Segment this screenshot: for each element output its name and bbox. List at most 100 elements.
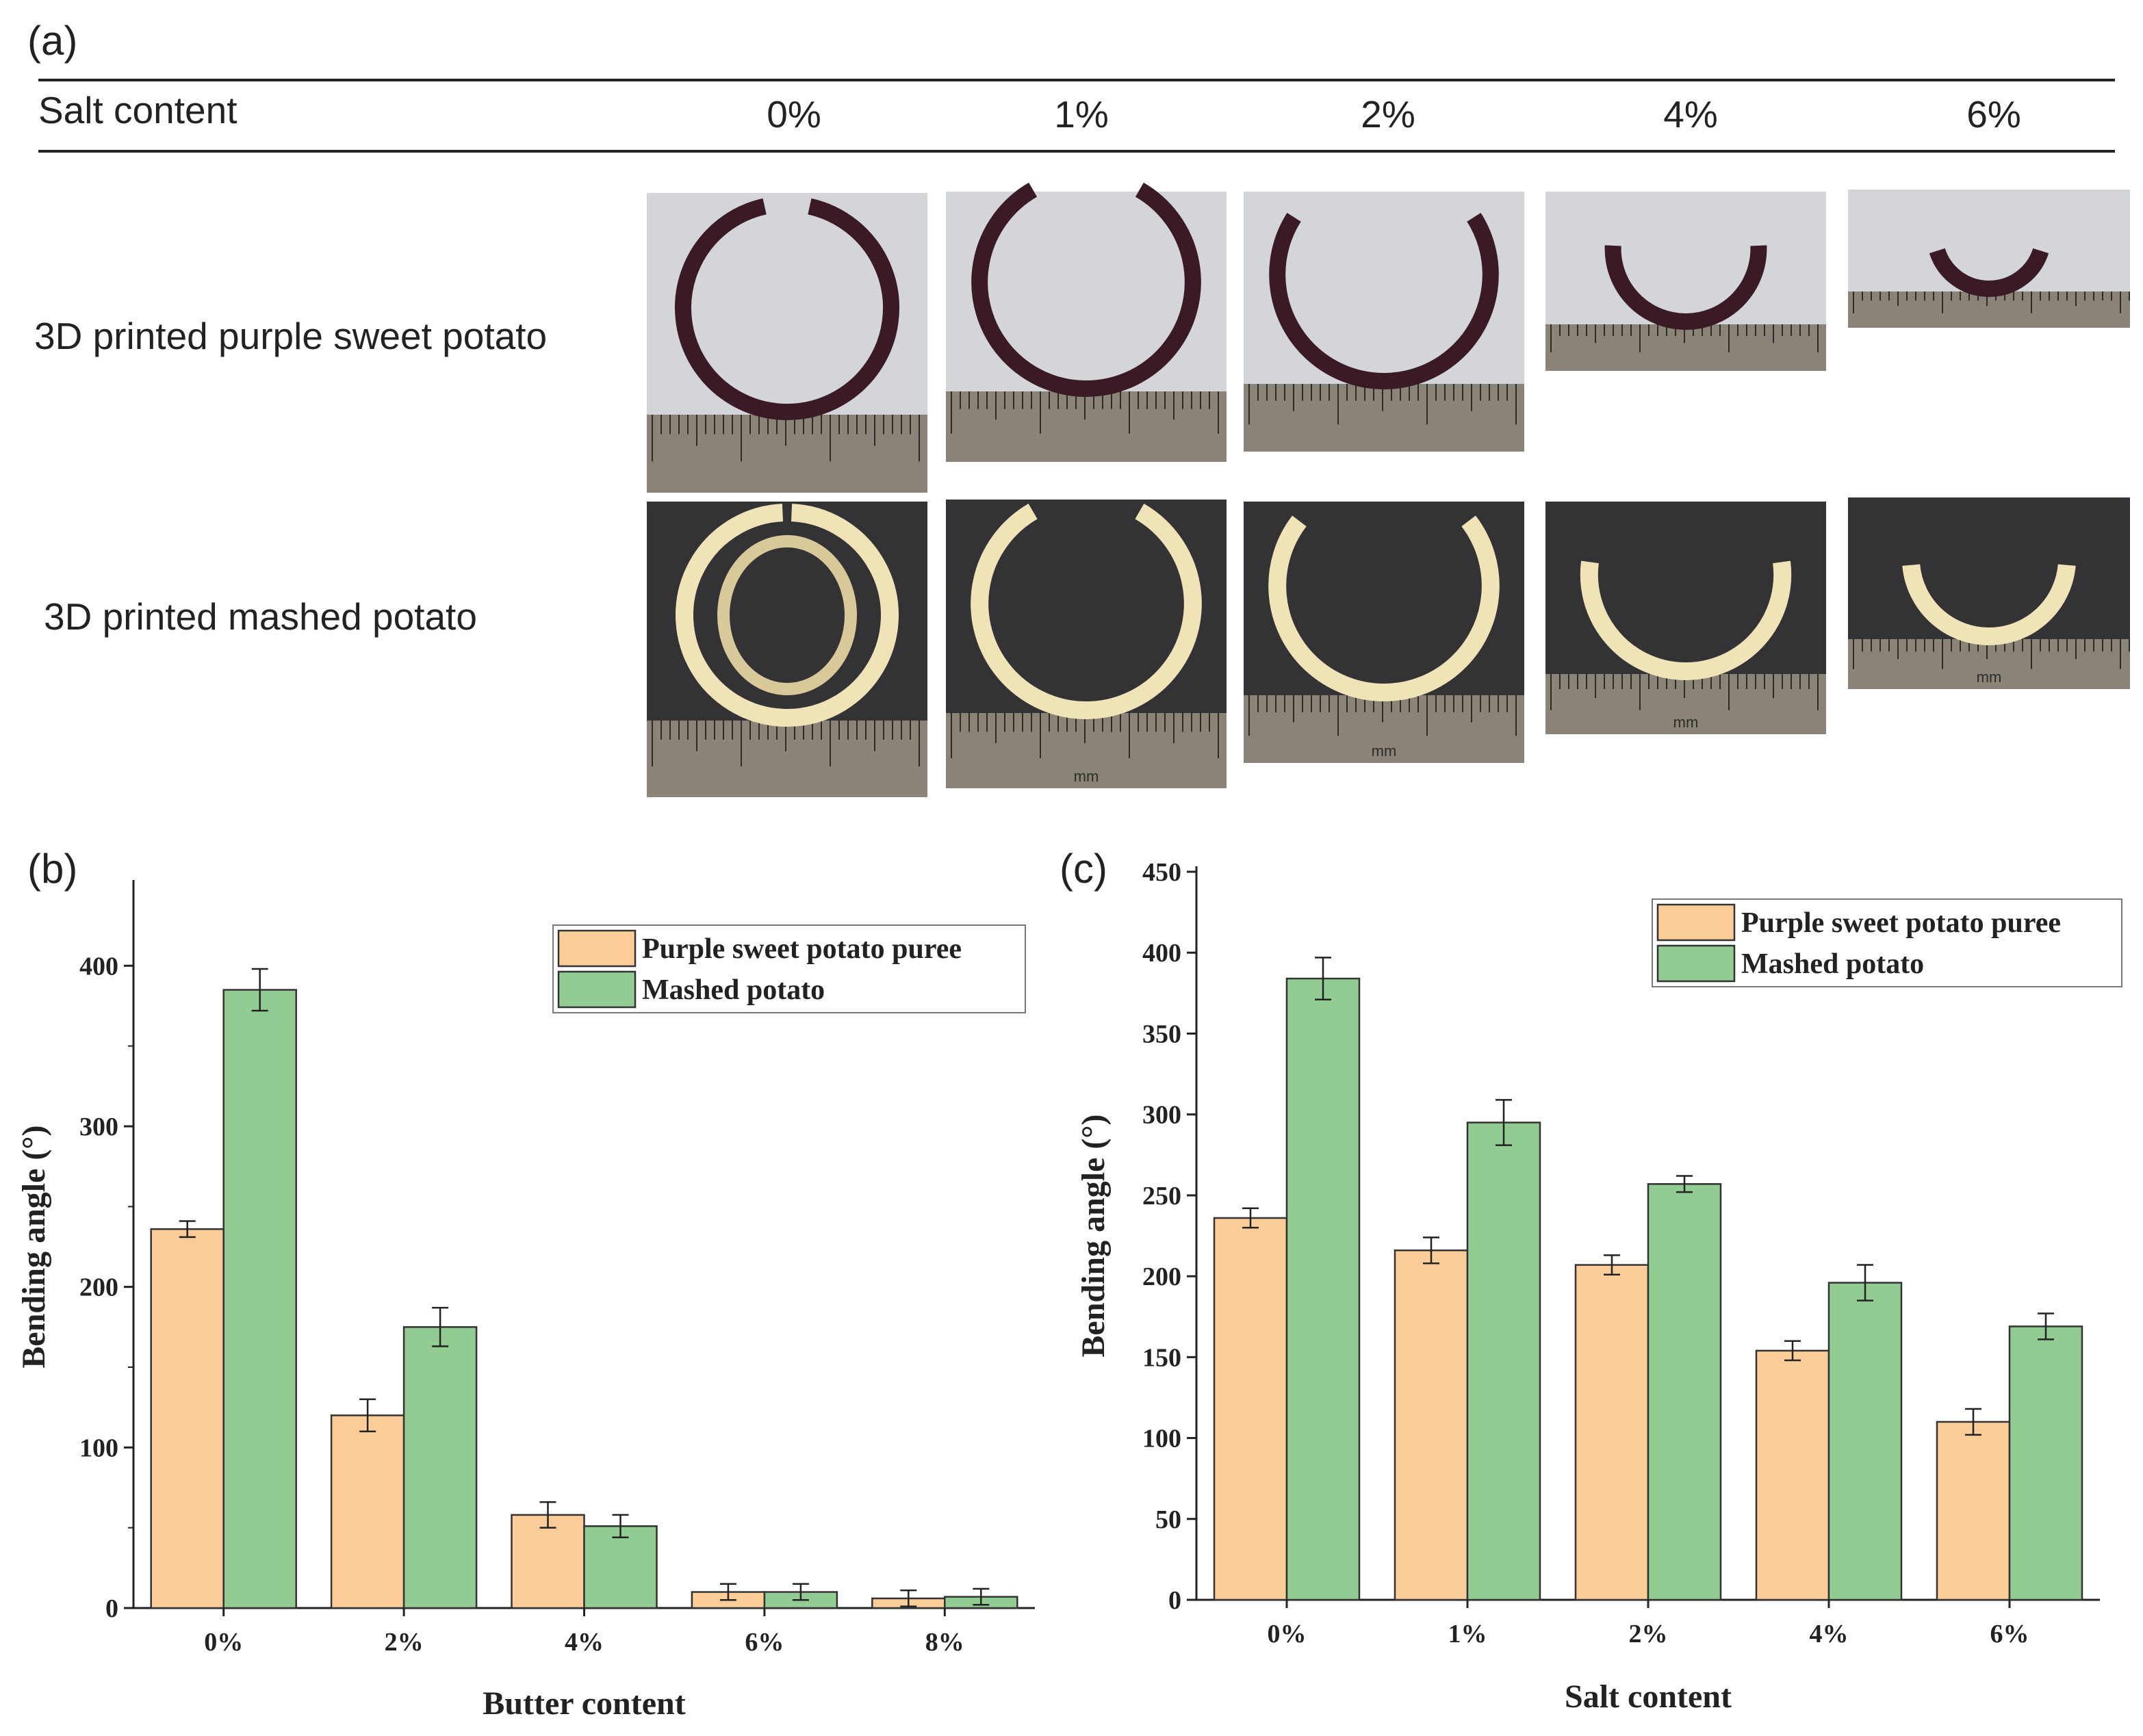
ruler — [1545, 324, 1826, 371]
bar — [150, 1228, 224, 1609]
y-tick-label: 200 — [1142, 1262, 1181, 1291]
y-tick-label: 400 — [1142, 939, 1181, 968]
ruler — [946, 391, 1227, 462]
y-tick-label: 200 — [79, 1273, 118, 1302]
ruler-unit-label: mm — [1977, 669, 2002, 686]
ruler-unit-label: mm — [1673, 714, 1699, 731]
x-tick-label: 0% — [204, 1628, 243, 1657]
bar — [402, 1326, 478, 1609]
x-tick-label: 6% — [1990, 1620, 2029, 1648]
bar — [583, 1525, 658, 1609]
ruler — [1244, 384, 1524, 452]
x-tick-label: 1% — [1448, 1620, 1487, 1648]
ruler — [647, 415, 927, 493]
panel-c-label: (c) — [1060, 846, 1107, 892]
legend-swatch — [1656, 903, 1736, 942]
column-header: 4% — [1663, 93, 1718, 135]
specimen-arc — [971, 504, 1202, 719]
ruler — [1848, 292, 2130, 328]
specimen-overlap — [717, 535, 857, 695]
specimen-arc — [675, 198, 899, 420]
y-tick-label: 100 — [79, 1434, 118, 1462]
x-tick-label: 6% — [745, 1628, 784, 1657]
y-tick-label: 50 — [1155, 1505, 1181, 1534]
y-axis-title: Bending angle (°) — [16, 1125, 52, 1368]
column-header: 2% — [1361, 93, 1415, 135]
x-tick-label: 2% — [385, 1628, 424, 1657]
bar — [330, 1414, 405, 1609]
sample-photo: mm — [1848, 497, 2130, 689]
specimen-arc — [676, 504, 899, 727]
sample-photo — [946, 182, 1227, 462]
x-tick-label: 0% — [1268, 1620, 1307, 1648]
x-tick-label: 4% — [1810, 1620, 1849, 1648]
panel-b-chart: (b) 0 100 200 300 400 0% 2% 4% 6% 8% Butter conten… — [16, 846, 1035, 1722]
y-tick-label: 350 — [1142, 1020, 1181, 1048]
bar — [1466, 1122, 1541, 1601]
bar — [1213, 1217, 1288, 1601]
sample-photo: mm — [1545, 502, 1826, 734]
bar — [1755, 1349, 1830, 1601]
ruler — [647, 721, 927, 797]
ruler — [1244, 695, 1524, 763]
legend-swatch — [557, 929, 637, 968]
y-tick-label: 400 — [79, 952, 118, 981]
sample-photo — [1244, 192, 1524, 452]
sample-photo: mm — [1244, 502, 1524, 763]
x-axis-title: Butter content — [483, 1685, 685, 1722]
specimen-arc — [1929, 248, 2049, 298]
ruler — [1848, 639, 2130, 689]
legend-swatch — [1656, 944, 1736, 983]
panel-b-label: (b) — [27, 846, 77, 892]
bar — [1936, 1421, 2011, 1601]
legend-label: Purple sweet potato puree — [642, 933, 962, 965]
panel-c-chart: (c) 0 50 100 150 200 250 300 350 400 450 0% 1% 2% 4% 6… — [1060, 846, 2122, 1715]
salt-content-header: Salt content — [38, 89, 237, 131]
x-tick-label: 4% — [565, 1628, 604, 1657]
y-tick-label: 450 — [1142, 858, 1181, 887]
panel-a-table: (a) Salt content 0% 1% 2% 4% 6% 3D printed p… — [27, 18, 2130, 797]
specimen-arc — [971, 182, 1201, 397]
row-label: 3D printed mashed potato — [44, 595, 477, 638]
bar — [1285, 977, 1361, 1601]
sample-photo: mm — [946, 500, 1227, 788]
row-labels: 3D printed purple sweet potato 3D printed… — [34, 315, 547, 638]
specimen-arc — [1580, 560, 1792, 680]
legend: Purple sweet potato puree Mashed potato — [1652, 898, 2122, 987]
ruler — [946, 713, 1227, 788]
legend-label: Purple sweet potato puree — [1741, 907, 2061, 939]
y-axis-title: Bending angle (°) — [1075, 1114, 1112, 1357]
bar — [1394, 1249, 1469, 1601]
specimen-arc — [1902, 564, 2076, 645]
legend-label: Mashed potato — [642, 974, 825, 1006]
column-header: 0% — [767, 93, 821, 135]
legend: Purple sweet potato puree Mashed potato — [552, 924, 1026, 1013]
y-tick-label: 300 — [1142, 1101, 1181, 1130]
x-axis-title: Salt content — [1565, 1679, 1732, 1715]
bar — [1574, 1264, 1650, 1601]
specimen-arc — [1268, 515, 1500, 701]
y-tick-label: 0 — [105, 1594, 118, 1623]
specimen-arc — [1269, 213, 1499, 389]
legend-swatch — [557, 970, 637, 1009]
x-tick-label: 2% — [1629, 1620, 1668, 1648]
sample-photo — [1545, 192, 1826, 371]
y-tick-label: 300 — [79, 1113, 118, 1141]
sample-photos: mm mm mm mm — [647, 182, 2130, 797]
panel-a-label: (a) — [27, 18, 77, 64]
column-headers: 0% 1% 2% 4% 6% — [767, 93, 2021, 135]
specimen-arc — [1604, 245, 1767, 330]
bar — [1647, 1183, 1722, 1601]
y-tick-label: 250 — [1142, 1182, 1181, 1210]
y-tick-label: 100 — [1142, 1425, 1181, 1453]
bar — [511, 1514, 585, 1609]
bar — [222, 989, 297, 1609]
ruler-unit-label: mm — [1372, 742, 1397, 760]
y-tick-label: 150 — [1142, 1343, 1181, 1372]
y-tick-label: 0 — [1168, 1586, 1181, 1615]
sample-photo — [647, 193, 927, 493]
bar — [1827, 1282, 1903, 1601]
ruler — [1545, 674, 1826, 734]
sample-photo — [1848, 190, 2130, 328]
